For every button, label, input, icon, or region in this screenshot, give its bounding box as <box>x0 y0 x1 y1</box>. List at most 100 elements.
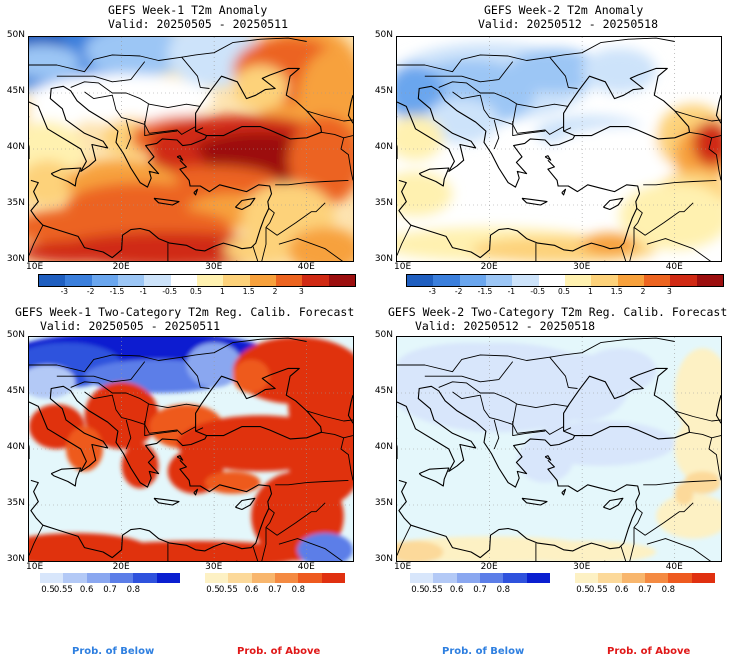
colorbar-swatch <box>328 275 355 286</box>
lat-label: 35N <box>374 498 393 508</box>
colorbar-tick: 0.5 <box>558 287 570 296</box>
field-contour <box>288 227 353 261</box>
country-border <box>320 131 353 139</box>
colorbar-swatch <box>485 275 513 286</box>
lon-label: 20E <box>112 562 130 572</box>
prob-above-colorbar <box>575 573 715 583</box>
lon-label: 40E <box>297 562 315 572</box>
field-contour <box>223 236 298 261</box>
lat-label: 40N <box>6 442 25 452</box>
lat-label: 35N <box>374 198 393 208</box>
colorbar-swatch <box>617 275 644 286</box>
coastline <box>521 497 548 506</box>
field-contour <box>29 240 131 261</box>
country-border <box>265 502 326 536</box>
prob-swatch <box>133 573 157 583</box>
colorbar-swatch <box>643 275 671 286</box>
country-border <box>70 381 201 409</box>
country-border <box>563 427 572 432</box>
country-border <box>646 538 711 561</box>
country-border <box>125 119 132 150</box>
field-contour <box>674 482 694 505</box>
map-canvas <box>29 37 353 261</box>
colorbar-tick: 2 <box>640 287 646 296</box>
colorbar-tick: 3 <box>666 287 672 296</box>
prob-above-label: Prob. of Above <box>607 646 691 657</box>
lat-label: 50N <box>6 330 25 340</box>
coastline <box>544 455 552 461</box>
prob-swatch <box>575 573 599 583</box>
colorbar-tick: -2 <box>454 287 463 296</box>
colorbar-swatch <box>39 275 66 286</box>
country-border <box>261 227 267 261</box>
coastline <box>418 467 450 487</box>
country-border <box>144 104 149 125</box>
coastline <box>235 197 256 211</box>
coastline <box>397 67 691 188</box>
map-canvas <box>397 37 721 261</box>
colorbar-swatch <box>65 275 92 286</box>
prob-swatch <box>63 573 87 583</box>
field-contour <box>684 471 721 494</box>
coastline <box>50 467 82 487</box>
lat-label: 30N <box>374 554 393 564</box>
colorbar-swatch <box>512 275 539 286</box>
colorbar-swatch <box>591 275 618 286</box>
country-border <box>306 410 353 422</box>
country-border <box>320 431 353 439</box>
colorbar-tick: 1 <box>219 287 225 296</box>
country-border <box>493 119 500 150</box>
country-border <box>424 361 514 383</box>
prob-swatch <box>274 573 299 583</box>
country-border <box>643 479 717 486</box>
coastline <box>347 395 353 424</box>
country-border <box>144 421 178 437</box>
country-border <box>688 131 721 139</box>
colorbar-swatch <box>144 275 171 286</box>
coastline <box>603 197 624 211</box>
prob-swatch <box>526 573 550 583</box>
colorbar-swatch <box>91 275 118 286</box>
country-border <box>633 502 694 536</box>
colorbar-swatch <box>564 275 592 286</box>
prob-tick: 0.5 <box>411 585 425 595</box>
field-contour <box>204 471 261 494</box>
prob-swatch <box>433 573 457 583</box>
prob-tick: 0.55 <box>588 585 608 595</box>
country-border <box>438 81 569 109</box>
prob-tick: 0.6 <box>449 585 464 595</box>
field-contour <box>297 533 353 561</box>
country-border <box>340 137 353 181</box>
colorbar-swatch <box>117 275 145 286</box>
map-week1-probability <box>28 336 354 562</box>
country-border <box>144 121 178 137</box>
field-contour <box>84 37 196 77</box>
prob-tick: 0.7 <box>268 585 282 595</box>
panel-valid: Valid: 20250512 - 20250518 <box>415 319 596 333</box>
country-border <box>397 37 675 73</box>
colorbar-swatch <box>538 275 565 286</box>
lat-label: 30N <box>6 554 25 564</box>
country-border <box>29 225 44 256</box>
prob-swatch <box>644 573 669 583</box>
country-border <box>688 431 721 439</box>
country-border <box>512 121 546 137</box>
prob-tick: 0.8 <box>291 585 306 595</box>
colorbar-tick: -1 <box>139 287 148 296</box>
country-border <box>265 202 326 236</box>
prob-tick: 0.6 <box>244 585 259 595</box>
country-border <box>195 127 204 132</box>
coastline <box>715 95 721 124</box>
prob-below-label: Prob. of Below <box>442 646 525 657</box>
field-contour <box>582 348 657 393</box>
country-border <box>56 361 146 383</box>
field-contour <box>582 233 638 256</box>
prob-tick: 0.5 <box>206 585 220 595</box>
colorbar-tick: 2 <box>272 287 278 296</box>
country-border <box>125 419 132 450</box>
colorbar-swatch <box>196 275 224 286</box>
prob-swatch <box>410 573 434 583</box>
prob-tick: 0.55 <box>218 585 238 595</box>
field-contour <box>29 44 80 79</box>
country-border <box>512 404 517 425</box>
